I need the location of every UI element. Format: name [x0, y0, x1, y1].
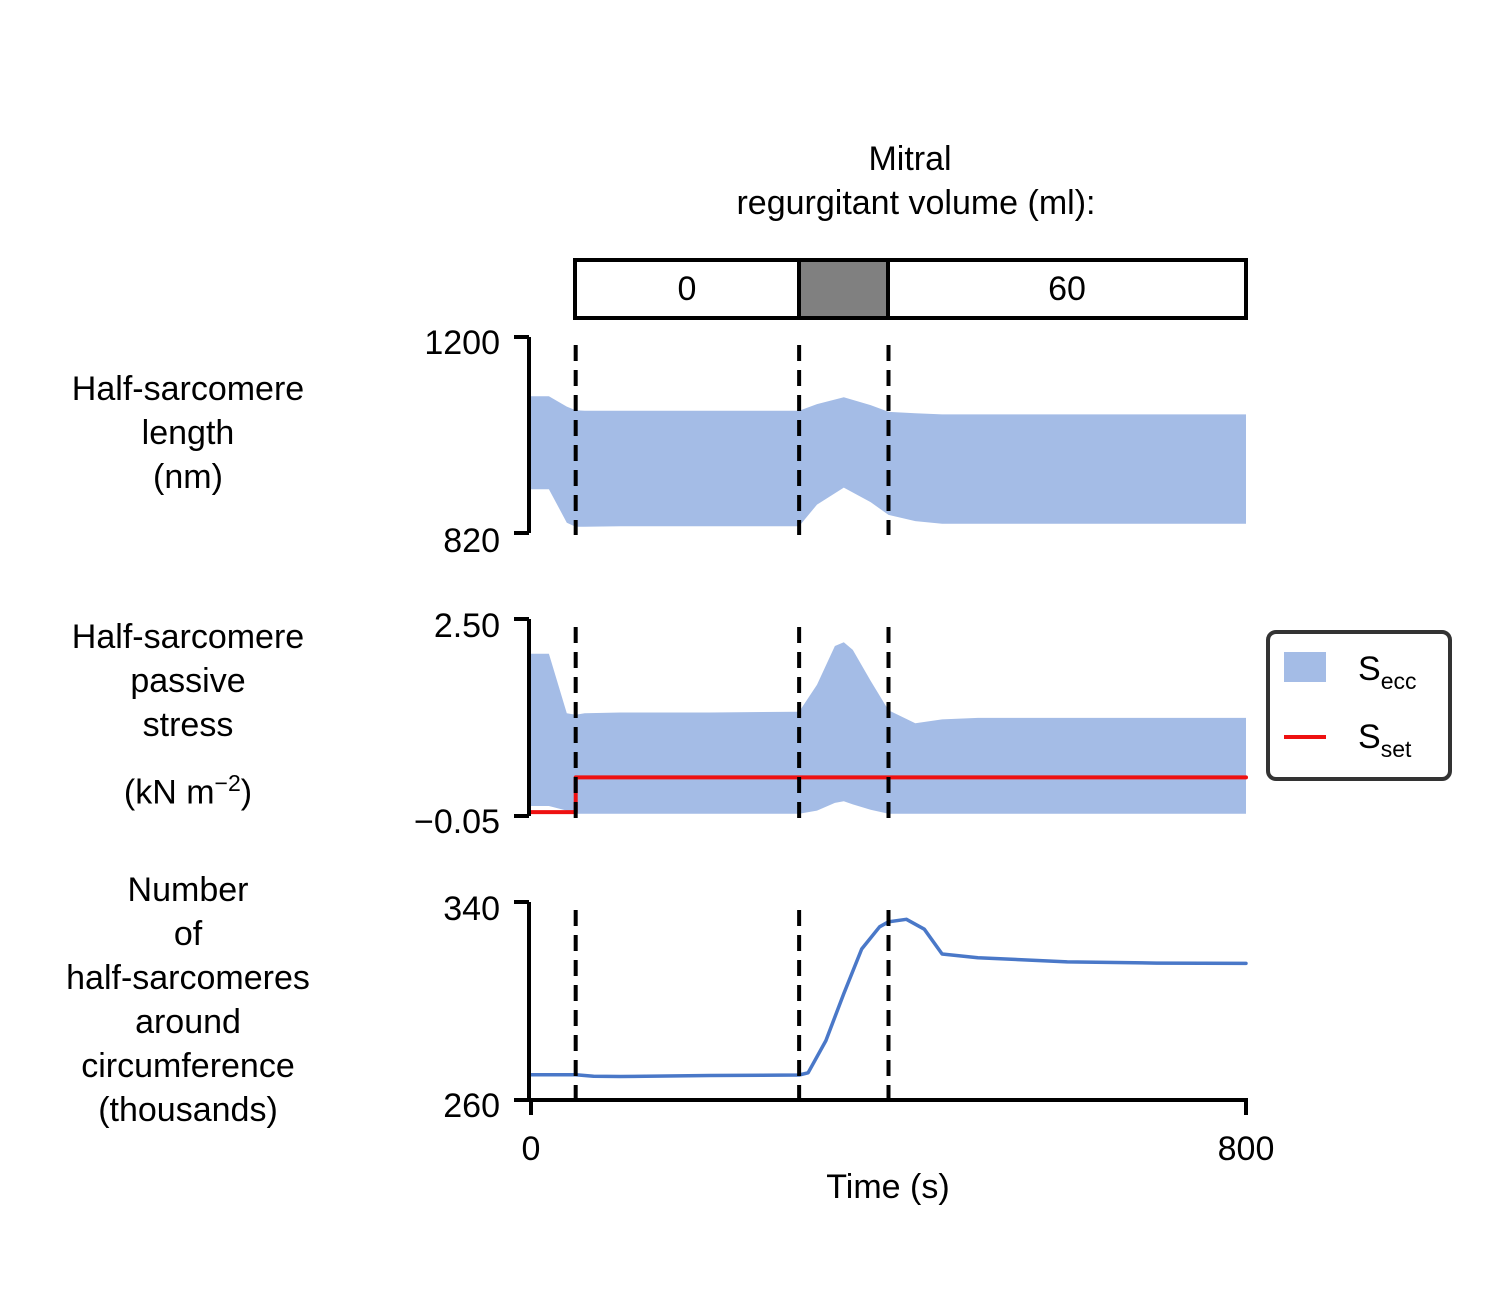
length-ytick-bottom: 820: [443, 522, 500, 560]
legend-s-ecc-sub: ecc: [1381, 668, 1417, 694]
stress-ytick-top: 2.50: [434, 607, 500, 645]
row-label-stress-line: stress: [142, 706, 234, 744]
row-label-stress: Half-sarcomere passive stress (kN m−2): [0, 615, 378, 814]
row-label-stress-line: passive: [130, 662, 246, 700]
row-label-count-line: half-sarcomeres: [66, 959, 310, 997]
x-axis-label: Time (s): [826, 1168, 949, 1206]
length-ytick-top: 1200: [424, 324, 500, 362]
row-label-count: Number of half-sarcomeres around circumf…: [0, 868, 378, 1132]
phase-bar: 0 60: [573, 258, 1248, 320]
row-label-count-line: Number: [127, 871, 249, 909]
header-title-line1: Mitral: [868, 140, 951, 178]
legend-swatch-s-ecc: [1284, 652, 1326, 682]
phase-label-0: 0: [678, 270, 697, 308]
panel-count: [514, 900, 1248, 1115]
panel-stress: [514, 617, 1248, 818]
header-title-line2: regurgitant volume (ml):: [736, 184, 1095, 222]
stress-ytick-bottom: −0.05: [414, 803, 500, 841]
legend-s-set-sub: set: [1381, 736, 1412, 762]
legend-label-s-ecc: Secc: [1358, 650, 1416, 694]
row-label-count-line: circumference: [81, 1047, 295, 1085]
stress-s-set-line: [529, 775, 1248, 815]
row-label-stress-line: Half-sarcomere: [71, 618, 305, 656]
phase-box-60: [886, 258, 1248, 320]
count-ytick-top: 340: [443, 890, 500, 928]
row-label-length: Half-sarcomere length (nm): [0, 367, 378, 499]
count-series-line: [529, 917, 1248, 1079]
panel-length: [514, 335, 1246, 535]
phase-box-gray: [797, 258, 890, 320]
row-label-length-line: (nm): [153, 458, 223, 496]
stress-unit-sup: −2: [214, 770, 241, 796]
phase-box-0: [573, 258, 801, 320]
row-label-stress-unit: (kN m−2): [0, 761, 378, 814]
legend-s-set-main: S: [1358, 718, 1381, 756]
phase-label-60: 60: [1048, 270, 1086, 308]
length-band-series-0: [531, 396, 1246, 527]
count-ytick-bottom: 260: [443, 1087, 500, 1125]
legend-s-ecc-main: S: [1358, 650, 1381, 688]
row-label-length-line: Half-sarcomere: [71, 370, 305, 408]
stress-unit-pre: (kN m: [123, 773, 215, 812]
row-label-count-line: (thousands): [98, 1091, 278, 1129]
row-label-count-line: of: [173, 915, 203, 953]
xtick-800: 800: [1218, 1130, 1275, 1168]
legend: Secc Sset: [1266, 630, 1452, 781]
xtick-0: 0: [522, 1130, 541, 1168]
stress-unit-post: ): [240, 773, 253, 812]
row-label-count-line: around: [135, 1003, 241, 1041]
row-label-length-line: length: [141, 414, 235, 452]
legend-label-s-set: Sset: [1358, 718, 1412, 762]
